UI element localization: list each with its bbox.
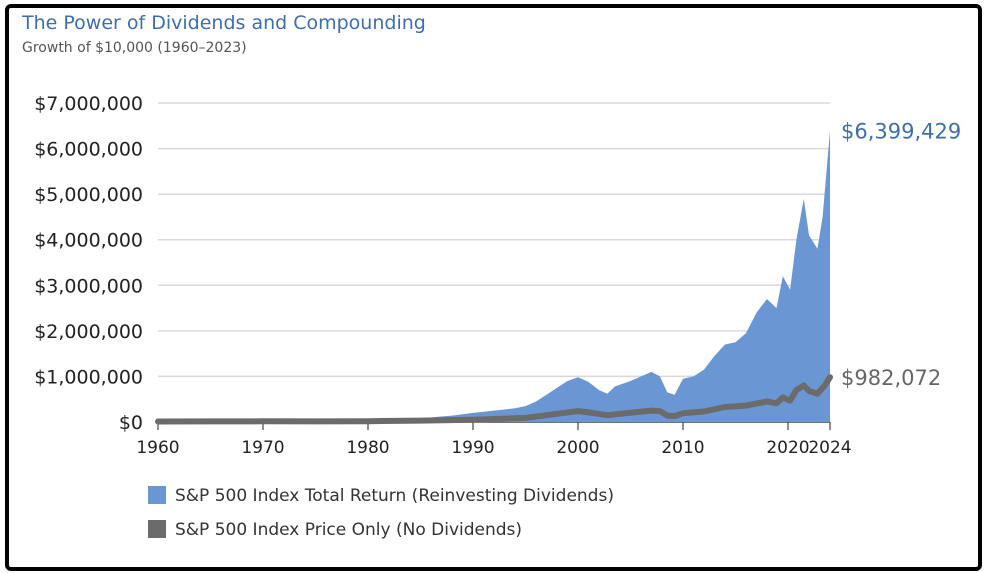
y-tick-label-3: $3,000,000 (34, 275, 143, 297)
legend-label-total-return: S&P 500 Index Total Return (Reinvesting … (175, 486, 614, 506)
series-price-only-line (155, 374, 833, 425)
y-tick-label-4: $4,000,000 (34, 230, 143, 252)
y-tick-label-2: $2,000,000 (34, 321, 143, 343)
y-tick-label-7: $7,000,000 (34, 93, 143, 115)
x-tick-label-5: 2010 (661, 438, 704, 458)
x-tick-label-2: 1980 (346, 438, 389, 458)
legend-swatch-price-only (148, 520, 166, 538)
x-tick-label-4: 2000 (556, 438, 599, 458)
y-tick-label-0: $0 (119, 412, 143, 434)
x-tick-label-3: 1990 (451, 438, 494, 458)
legend-swatch-total-return (148, 486, 166, 504)
end-label-total-return: $6,399,429 (841, 119, 961, 143)
x-tick-label-7: 2024 (808, 438, 851, 458)
x-tick-label-6: 2020 (766, 438, 809, 458)
x-tick-label-0: 1960 (136, 438, 179, 458)
series-total-return-area (158, 130, 830, 422)
chart-subtitle: Growth of $10,000 (1960–2023) (22, 40, 247, 56)
y-tick-label-5: $5,000,000 (34, 184, 143, 206)
legend-label-price-only: S&P 500 Index Price Only (No Dividends) (175, 520, 522, 540)
y-tick-label-6: $6,000,000 (34, 139, 143, 161)
end-label-price-only: $982,072 (841, 366, 941, 390)
chart-title: The Power of Dividends and Compounding (22, 12, 426, 34)
x-tick-label-1: 1970 (241, 438, 284, 458)
y-tick-label-1: $1,000,000 (34, 366, 143, 388)
